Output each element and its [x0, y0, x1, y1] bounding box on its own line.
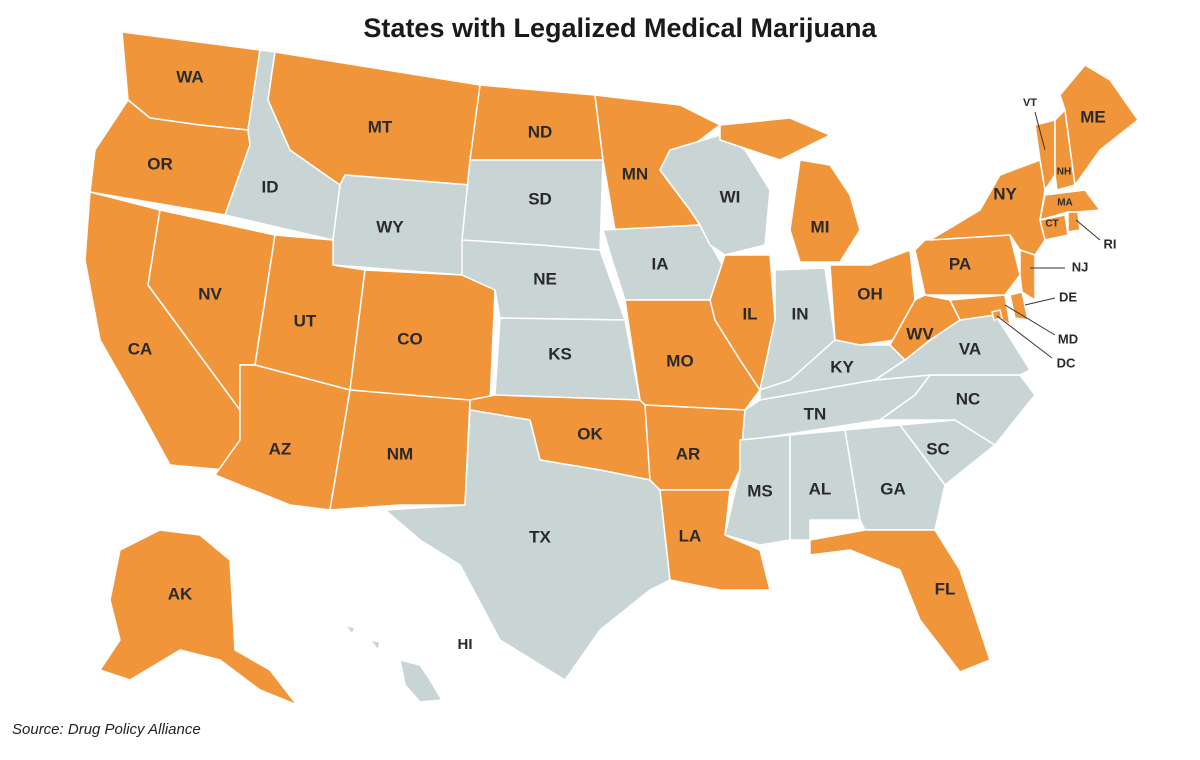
state-label: NM	[387, 444, 413, 463]
state-shape	[1039, 189, 1101, 221]
state-label: SD	[528, 189, 552, 208]
state-label: RI	[1104, 236, 1117, 251]
state-label: CT	[1045, 219, 1058, 230]
state-label: ME	[1080, 107, 1106, 126]
state-label: MN	[622, 164, 648, 183]
state-label: VT	[1023, 97, 1037, 109]
state-shape	[809, 529, 991, 673]
state-label: UT	[294, 311, 317, 330]
state-shape	[709, 254, 776, 391]
leader-line	[1034, 111, 1046, 151]
state-label: NC	[956, 389, 981, 408]
state-shape	[1054, 109, 1076, 191]
state-label: SC	[926, 439, 950, 458]
leader-line	[1075, 219, 1101, 241]
state-label: MI	[811, 217, 830, 236]
state-shape	[1009, 291, 1029, 321]
state-label: IN	[792, 304, 809, 323]
leader-line	[996, 315, 1053, 359]
state-label: ND	[528, 122, 553, 141]
state-label: ID	[262, 177, 279, 196]
state-label: DC	[1057, 355, 1076, 370]
state-label: WI	[720, 187, 741, 206]
state-shape	[384, 409, 671, 681]
state-label: WA	[176, 67, 203, 86]
state-label: OR	[147, 154, 173, 173]
state-label: CA	[128, 339, 153, 358]
leader-line	[1004, 304, 1056, 336]
state-label: NY	[993, 184, 1017, 203]
state-labels: WA OR CA NV ID MT WY UT CO AZ NM ND SD NE KS OK TX MN IA MO…	[128, 67, 1117, 652]
state-shape	[329, 389, 471, 511]
state-label: GA	[880, 479, 906, 498]
state-shape	[879, 374, 1036, 446]
state-label: MA	[1057, 198, 1073, 209]
source-note: Source: Drug Policy Alliance	[12, 721, 201, 738]
state-shape	[1019, 249, 1036, 301]
state-label: NE	[533, 269, 557, 288]
state-label: CO	[397, 329, 423, 348]
state-label: MD	[1058, 331, 1078, 346]
state-label: WY	[376, 217, 404, 236]
state-shape	[1034, 119, 1056, 191]
states	[84, 31, 1139, 706]
state-label: OH	[857, 284, 883, 303]
state-shape	[719, 117, 861, 263]
state-label: AK	[168, 584, 193, 603]
state-label: AZ	[269, 439, 292, 458]
state-label: MO	[666, 351, 693, 370]
state-shape	[344, 624, 443, 703]
state-label: OK	[577, 424, 603, 443]
state-shape	[659, 489, 771, 591]
state-label: DE	[1059, 289, 1077, 304]
state-label: VA	[959, 339, 981, 358]
state-label: AL	[809, 479, 832, 498]
state-label: AR	[676, 444, 701, 463]
state-label: PA	[949, 254, 971, 273]
state-shape	[1059, 64, 1139, 186]
leader-line	[1024, 297, 1056, 306]
state-label: IL	[742, 304, 757, 323]
state-label: HI	[458, 636, 473, 653]
state-shape	[349, 269, 496, 406]
state-label: TN	[804, 404, 827, 423]
state-label: NJ	[1072, 259, 1089, 274]
map-title: States with Legalized Medical Marijuana	[363, 13, 877, 43]
state-label: TX	[529, 527, 551, 546]
state-label: IA	[652, 254, 669, 273]
state-label: LA	[679, 526, 702, 545]
state-label: NH	[1057, 167, 1071, 178]
state-shape	[1039, 214, 1069, 241]
state-label: KY	[830, 357, 854, 376]
state-label: WV	[906, 324, 934, 343]
state-label: NV	[198, 284, 222, 303]
state-label: MT	[368, 117, 393, 136]
state-label: MS	[747, 481, 773, 500]
state-label: FL	[935, 579, 956, 598]
state-label: KS	[548, 344, 572, 363]
state-shape	[99, 529, 298, 706]
